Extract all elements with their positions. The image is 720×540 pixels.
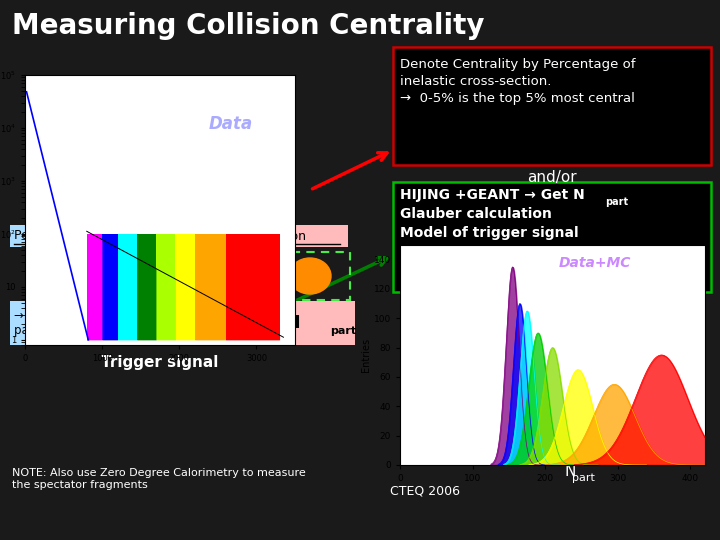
Text: N: N (564, 464, 576, 480)
Text: → Large N: → Large N (208, 314, 300, 332)
Text: part: part (572, 473, 595, 483)
Ellipse shape (89, 272, 127, 304)
Bar (200, 301, 355, 345)
Ellipse shape (289, 258, 331, 294)
Text: Data: Data (209, 115, 253, 133)
Text: Central Collision: Central Collision (204, 230, 306, 242)
Y-axis label: Entries: Entries (361, 338, 371, 372)
Text: part: part (605, 197, 628, 207)
Ellipse shape (49, 252, 87, 284)
Text: Trigger signal: Trigger signal (102, 354, 219, 369)
Bar (10, 301, 165, 345)
Text: and/or: and/or (527, 170, 577, 185)
Bar (30, 252, 160, 300)
Text: CTEQ 2006: CTEQ 2006 (390, 485, 460, 498)
Bar (393, 182, 711, 292)
Text: HIJING +GEANT → Get N: HIJING +GEANT → Get N (400, 188, 585, 202)
Text: Denote Centrality by Percentage of: Denote Centrality by Percentage of (400, 58, 636, 71)
Text: NOTE: Also use Zero Degree Calorimetry to measure
the spectator fragments: NOTE: Also use Zero Degree Calorimetry t… (12, 468, 306, 490)
Text: Peripheral Collision:: Peripheral Collision: (14, 230, 138, 242)
Bar (200, 252, 350, 300)
Ellipse shape (217, 258, 259, 294)
Text: Glauber calculation: Glauber calculation (400, 207, 552, 221)
Bar (10, 225, 165, 247)
Bar (200, 225, 348, 247)
Text: →  0-5% is the top 5% most central: → 0-5% is the top 5% most central (400, 92, 635, 105)
Text: Model of trigger signal: Model of trigger signal (400, 226, 579, 240)
Text: Data+MC: Data+MC (559, 256, 631, 270)
Text: Measuring Collision Centrality: Measuring Collision Centrality (12, 12, 485, 40)
Text: → Small number of
participating nucleons: → Small number of participating nucleons (14, 309, 146, 337)
Bar (393, 47, 711, 165)
Text: part: part (330, 326, 356, 336)
Text: inelastic cross-section.: inelastic cross-section. (400, 75, 552, 88)
